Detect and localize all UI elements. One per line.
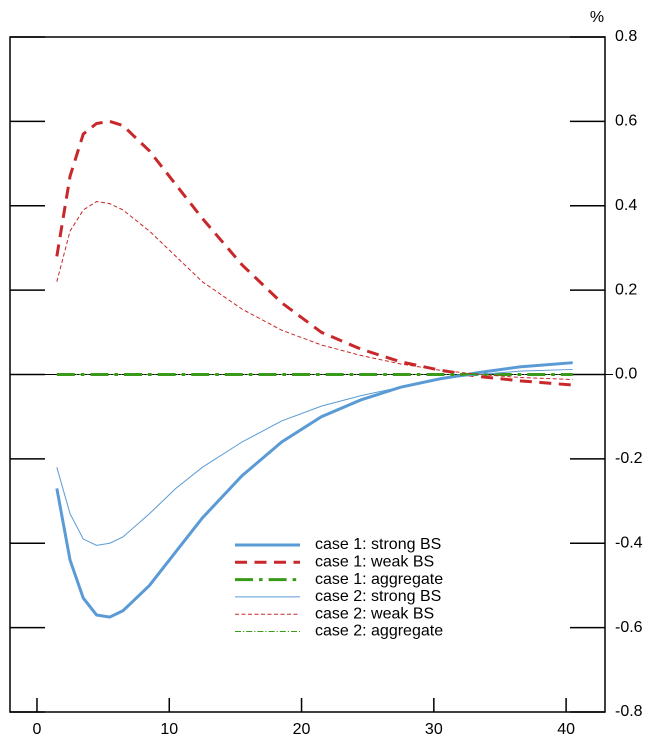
legend-label: case 1: strong BS <box>315 536 441 553</box>
y-tick-label: 0.4 <box>615 197 637 214</box>
x-tick-label: 30 <box>425 721 443 738</box>
legend-label: case 1: weak BS <box>315 554 434 571</box>
y-unit: % <box>590 9 604 26</box>
y-tick-label: -0.4 <box>615 534 643 551</box>
legend-label: case 1: aggregate <box>315 571 443 588</box>
y-tick-label: 0.6 <box>615 113 637 130</box>
y-tick-label: -0.2 <box>615 450 643 467</box>
series-line <box>56 368 573 546</box>
legend-label: case 2: aggregate <box>315 623 443 640</box>
y-tick-label: 0.2 <box>615 281 637 298</box>
y-tick-label: 0.8 <box>615 28 637 45</box>
legend-label: case 2: strong BS <box>315 588 441 605</box>
x-tick-label: 40 <box>557 721 575 738</box>
y-tick-label: -0.6 <box>615 619 643 636</box>
series-line <box>56 201 573 381</box>
y-tick-label: 0.0 <box>615 366 637 383</box>
x-tick-label: 10 <box>160 721 178 738</box>
x-tick-label: 0 <box>33 721 42 738</box>
y-tick-label: -0.8 <box>615 703 643 720</box>
series-line <box>55 119 573 387</box>
x-tick-label: 20 <box>293 721 311 738</box>
legend-label: case 2: weak BS <box>315 605 434 622</box>
